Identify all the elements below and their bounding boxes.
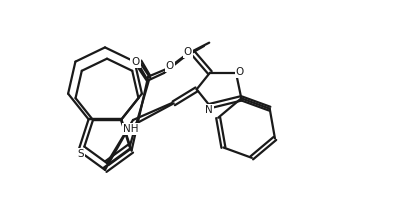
Text: O: O [166, 61, 174, 71]
Text: O: O [236, 67, 244, 77]
Text: NH: NH [123, 124, 139, 134]
Text: N: N [205, 105, 213, 115]
Text: O: O [184, 47, 192, 57]
Text: S: S [77, 149, 84, 159]
Text: O: O [131, 57, 139, 67]
